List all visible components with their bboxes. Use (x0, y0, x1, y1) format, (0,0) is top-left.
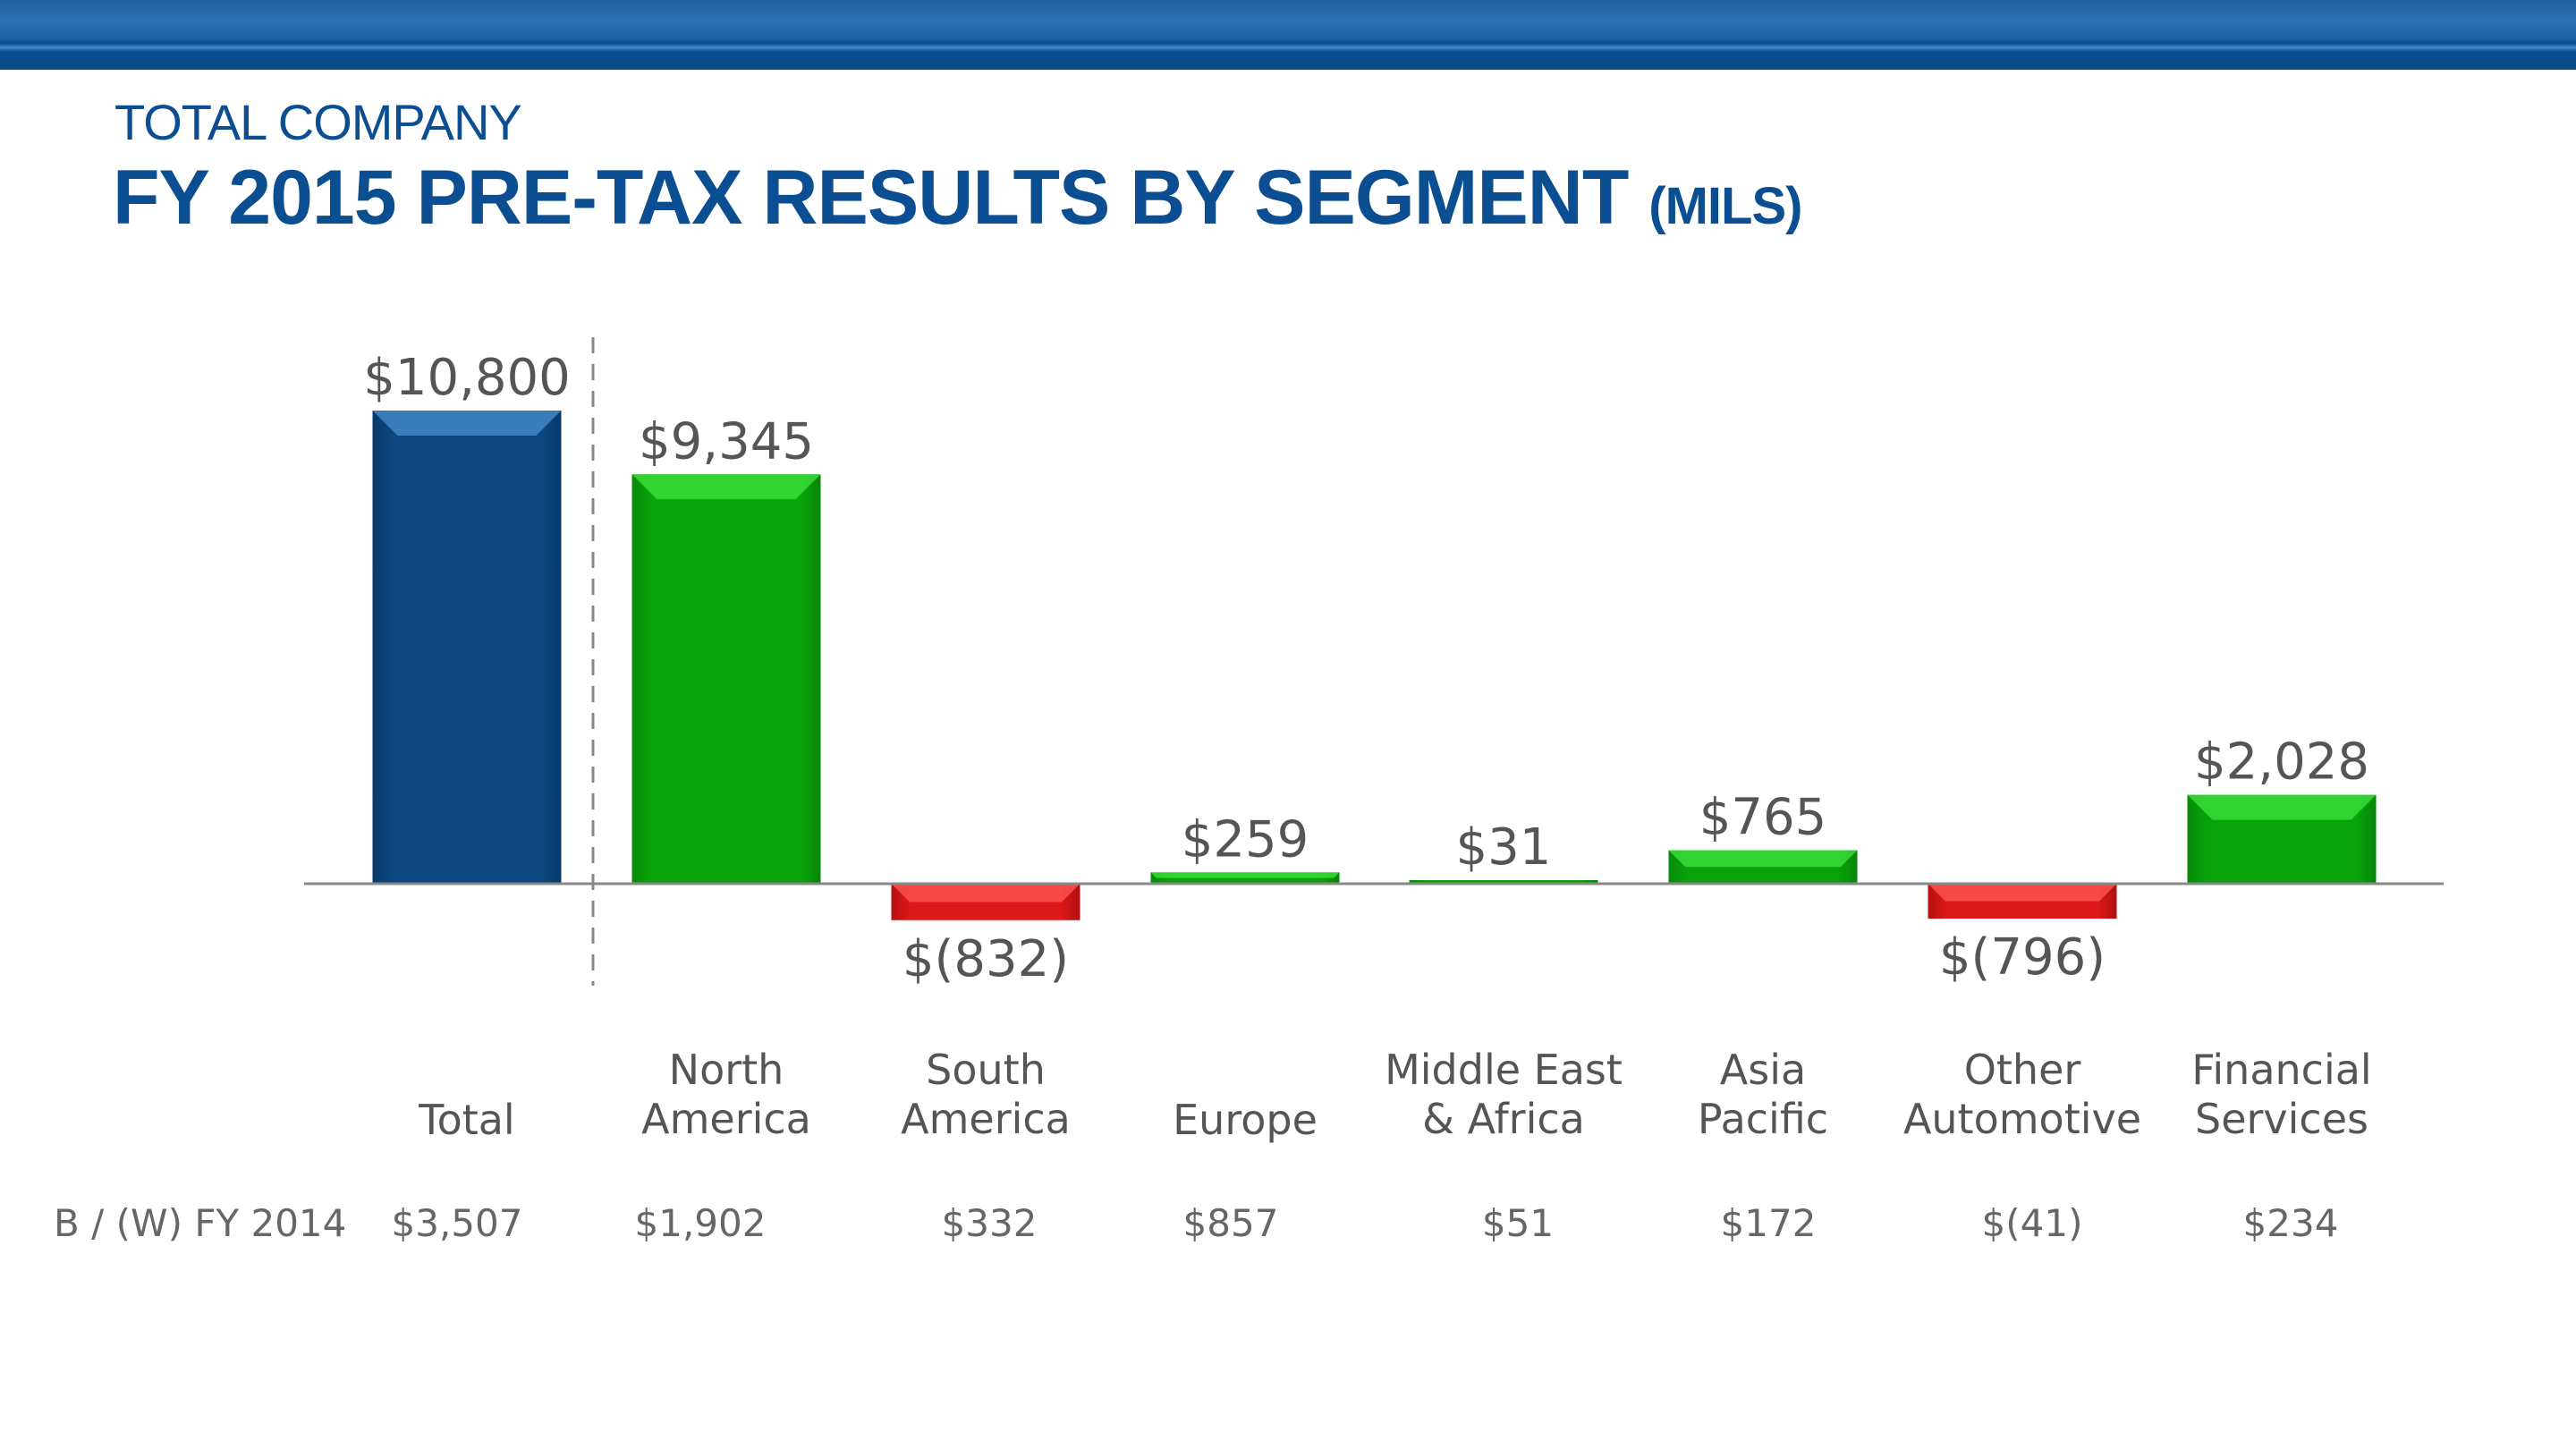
title-text: FY 2015 PRE-TAX RESULTS BY SEGMENT (113, 155, 1629, 241)
section-kicker: TOTAL COMPANY (114, 94, 522, 150)
category-label-0-0: Total (418, 1096, 514, 1144)
category-label-4-1: & Africa (1422, 1095, 1585, 1143)
bar-bevel-3 (1150, 872, 1340, 878)
comparison-value-4: $51 (1482, 1201, 1554, 1245)
category-label-6-1: Automotive (1903, 1095, 2141, 1143)
category-label-2-1: America (901, 1095, 1071, 1143)
category-label-3-0: Europe (1173, 1096, 1318, 1144)
category-label-1-1: America (641, 1095, 811, 1143)
bar-4 (1409, 880, 1598, 884)
bar-1 (631, 474, 821, 884)
category-label-5-0: Asia (1720, 1046, 1806, 1094)
bar-0 (372, 411, 562, 884)
value-label-1: $9,345 (639, 412, 814, 470)
bar-bevel-5 (1668, 850, 1858, 868)
comparison-value-6: $(41) (1982, 1201, 2083, 1245)
value-label-7: $2,028 (2194, 733, 2369, 792)
category-label-5-1: Pacific (1698, 1095, 1828, 1143)
comparison-row-label: B / (W) FY 2014 (54, 1201, 346, 1245)
comparison-value-7: $234 (2243, 1201, 2339, 1245)
category-label-7-1: Services (2195, 1095, 2368, 1143)
category-label-2-0: South (926, 1046, 1046, 1094)
value-label-3: $259 (1182, 810, 1309, 869)
comparison-value-2: $332 (942, 1201, 1038, 1245)
value-label-2: $(832) (902, 930, 1069, 988)
category-label-6-0: Other (1964, 1046, 2081, 1094)
value-label-4: $31 (1456, 818, 1552, 877)
category-label-7-0: Financial (2191, 1046, 2371, 1094)
value-label-6: $(796) (1939, 928, 2106, 987)
bar-bevel-7 (2187, 794, 2377, 820)
bar-bevel-6 (1928, 884, 2117, 902)
bar-bevel-1 (631, 474, 821, 500)
value-label-5: $765 (1699, 789, 1827, 847)
category-label-1-0: North (669, 1046, 784, 1094)
bar-bevel-0 (372, 411, 562, 436)
comparison-value-0: $3,507 (392, 1201, 523, 1245)
page-title: FY 2015 PRE-TAX RESULTS BY SEGMENT (MILS… (113, 154, 1802, 242)
header-banner (0, 0, 2576, 70)
bar-bevel-2 (891, 884, 1080, 902)
comparison-value-5: $172 (1721, 1201, 1817, 1245)
comparison-value-3: $857 (1183, 1201, 1279, 1245)
title-unit: (MILS) (1648, 177, 1802, 235)
comparison-value-1: $1,902 (635, 1201, 767, 1245)
value-label-0: $10,800 (363, 349, 571, 407)
category-label-4-0: Middle East (1385, 1046, 1623, 1094)
